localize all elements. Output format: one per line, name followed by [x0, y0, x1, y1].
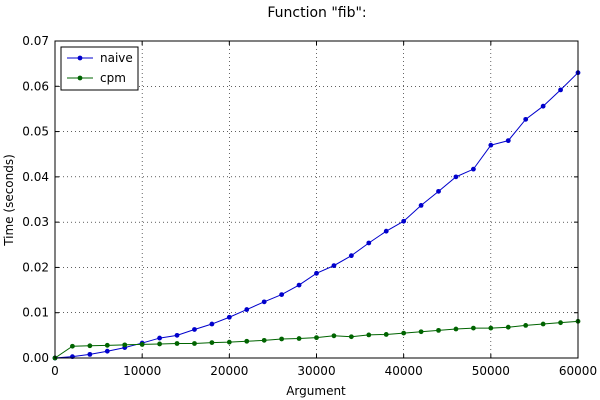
data-point-naive: [488, 142, 494, 148]
data-point-cpm: [296, 336, 302, 341]
x-tick-label: 50000: [472, 364, 510, 378]
data-point-naive: [401, 218, 407, 224]
data-point-cpm: [279, 336, 285, 342]
data-point-cpm: [261, 337, 267, 343]
y-tick-label: 0.07: [22, 34, 49, 48]
data-point-naive: [453, 174, 459, 180]
x-tick-label: 40000: [385, 364, 423, 378]
data-point-naive: [192, 327, 197, 332]
data-point-cpm: [471, 325, 476, 331]
data-point-naive: [540, 103, 546, 109]
x-axis-label: Argument: [286, 384, 346, 398]
data-point-cpm: [436, 327, 441, 333]
y-tick-label: 0.05: [22, 125, 49, 139]
data-point-cpm: [139, 342, 145, 347]
data-point-cpm: [122, 342, 128, 348]
data-point-cpm: [558, 320, 563, 326]
legend-marker-naive: [77, 55, 83, 61]
data-point-naive: [383, 228, 389, 234]
data-point-naive: [261, 299, 267, 305]
data-point-cpm: [505, 324, 511, 330]
legend-label-naive: naive: [100, 51, 133, 65]
data-point-cpm: [453, 326, 459, 332]
y-tick-label: 0.00: [22, 351, 49, 365]
chart-title: Function "fib":: [267, 5, 366, 21]
legend-label-cpm: cpm: [100, 71, 126, 85]
series-layer: [52, 70, 581, 361]
series-line-naive: [54, 72, 579, 359]
data-point-cpm: [418, 329, 424, 335]
x-tick-label: 60000: [559, 364, 597, 378]
data-point-naive: [523, 116, 529, 122]
x-tick-label: 20000: [210, 364, 248, 378]
data-point-cpm: [104, 342, 110, 348]
data-point-cpm: [226, 339, 232, 345]
data-point-naive: [331, 263, 337, 269]
grid-lines: [55, 41, 578, 358]
axis-ticks: 0 10000 20000 30000 40000 50000 60000 0.00 0.01 0…: [22, 34, 597, 378]
data-point-naive: [87, 351, 93, 357]
data-point-naive: [226, 314, 232, 320]
y-tick-label: 0.02: [22, 260, 49, 274]
data-point-cpm: [366, 332, 372, 338]
data-point-cpm: [174, 341, 180, 346]
data-point-cpm: [401, 330, 407, 336]
data-point-naive: [244, 307, 250, 312]
data-point-naive: [104, 348, 110, 354]
data-point-cpm: [209, 340, 215, 346]
data-point-cpm: [383, 332, 389, 337]
data-point-naive: [174, 332, 180, 338]
data-point-naive: [314, 270, 319, 276]
data-point-cpm: [157, 341, 163, 347]
data-point-cpm: [87, 343, 93, 349]
x-tick-label: 10000: [123, 364, 161, 378]
data-point-naive: [279, 292, 285, 297]
y-tick-label: 0.04: [22, 170, 49, 184]
data-point-cpm: [523, 322, 529, 328]
data-point-cpm: [70, 343, 75, 349]
x-tick-label: 0: [51, 364, 59, 378]
data-point-cpm: [331, 333, 337, 339]
data-point-cpm: [314, 335, 319, 341]
data-point-naive: [436, 188, 441, 194]
data-point-naive: [209, 321, 215, 327]
data-point-naive: [348, 253, 354, 259]
legend-box: [60, 46, 139, 91]
data-point-naive: [296, 282, 302, 288]
data-point-naive: [505, 138, 511, 144]
data-point-cpm: [488, 325, 494, 331]
legend: naive cpm: [60, 46, 139, 91]
y-axis-label: Time (seconds): [2, 154, 16, 247]
y-tick-label: 0.06: [22, 79, 49, 93]
data-point-naive: [558, 87, 563, 93]
data-point-cpm: [348, 334, 354, 340]
data-point-cpm: [244, 338, 250, 344]
data-point-naive: [157, 335, 163, 341]
data-point-naive: [471, 166, 476, 172]
data-point-cpm: [192, 341, 197, 346]
data-point-cpm: [540, 321, 546, 327]
data-point-naive: [366, 240, 372, 246]
y-tick-label: 0.03: [22, 215, 49, 229]
legend-marker-cpm: [77, 75, 83, 81]
data-point-naive: [418, 202, 424, 208]
x-tick-label: 30000: [297, 364, 335, 378]
y-tick-label: 0.01: [22, 306, 49, 320]
